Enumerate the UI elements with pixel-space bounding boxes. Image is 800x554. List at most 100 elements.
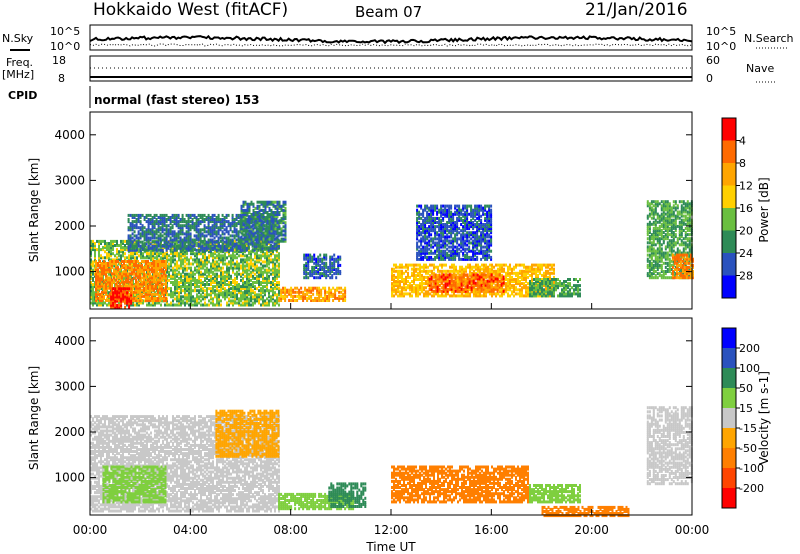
power-cell xyxy=(467,280,469,283)
power-cell xyxy=(407,284,409,288)
power-cell xyxy=(145,228,148,232)
power-cell xyxy=(145,294,147,298)
power-cell xyxy=(108,244,110,247)
power-cell xyxy=(95,284,97,288)
power-cell xyxy=(276,211,279,214)
power-cell xyxy=(136,256,138,260)
power-cell xyxy=(173,236,176,240)
power-cell xyxy=(256,200,259,204)
power-cell xyxy=(298,294,301,298)
power-cell xyxy=(152,258,154,262)
power-cell xyxy=(206,256,208,260)
power-cell xyxy=(258,266,260,270)
power-cell xyxy=(240,206,243,210)
power-cell xyxy=(116,303,119,307)
power-cell xyxy=(163,236,166,240)
power-cell xyxy=(114,301,117,305)
power-cell xyxy=(427,282,429,286)
power-cell xyxy=(270,287,272,291)
power-cell xyxy=(256,252,258,256)
power-cell xyxy=(260,256,262,260)
power-cell xyxy=(266,283,268,286)
power-cell xyxy=(246,260,248,264)
power-cell xyxy=(258,208,261,212)
power-cell xyxy=(266,278,268,282)
power-cell xyxy=(309,272,312,276)
power-cell xyxy=(262,272,264,276)
power-cell xyxy=(157,226,160,230)
power-cell xyxy=(413,273,415,277)
power-cell xyxy=(280,294,283,298)
power-cell xyxy=(278,254,280,258)
power-cell xyxy=(298,292,301,296)
power-cell xyxy=(401,280,403,283)
power-cell xyxy=(218,252,220,256)
power-cell xyxy=(206,283,208,286)
power-cell xyxy=(217,232,220,236)
power-cell xyxy=(188,276,190,280)
power-cell xyxy=(305,272,308,276)
power-cell xyxy=(475,267,477,271)
power-cell xyxy=(138,303,140,307)
noise-left-tick-top: 10^5 xyxy=(50,25,80,38)
power-cell xyxy=(153,268,155,272)
power-cell xyxy=(254,297,256,301)
power-cell xyxy=(170,268,172,272)
power-cell xyxy=(195,220,198,224)
power-cell xyxy=(256,204,259,208)
power-cell xyxy=(130,291,133,295)
power-cell xyxy=(284,227,287,231)
power-cell xyxy=(103,284,105,288)
power-cell xyxy=(178,299,180,303)
power-cell xyxy=(413,265,415,269)
power-cell xyxy=(184,260,186,264)
power-cell xyxy=(250,293,252,297)
power-cell xyxy=(248,235,251,239)
power-cell xyxy=(274,256,276,260)
power-cell xyxy=(145,286,147,290)
power-cell xyxy=(97,280,99,284)
power-cell xyxy=(147,278,149,282)
power-cell xyxy=(153,292,155,296)
power-cell xyxy=(267,240,270,244)
power-cell xyxy=(238,287,240,291)
power-cell xyxy=(401,265,403,269)
power-cell xyxy=(445,263,447,267)
power-cell xyxy=(222,283,224,286)
power-cell xyxy=(242,291,244,295)
power-cell xyxy=(95,274,97,278)
power-cell xyxy=(105,290,107,294)
power-cell xyxy=(224,258,226,262)
power-cell xyxy=(169,220,172,224)
power-cell xyxy=(240,278,242,282)
power-cell xyxy=(229,234,232,238)
power-cell xyxy=(225,236,228,240)
power-cell xyxy=(391,294,393,298)
power-cell xyxy=(176,278,178,282)
power-cell xyxy=(94,242,96,245)
power-cell xyxy=(300,294,303,298)
power-cell xyxy=(190,274,192,278)
power-cell xyxy=(280,217,283,221)
power-cell xyxy=(124,256,126,260)
power-cell xyxy=(143,218,146,221)
power-cell xyxy=(137,274,139,278)
power-cell xyxy=(256,254,258,258)
power-cell xyxy=(206,258,208,262)
power-cell xyxy=(222,258,224,262)
power-cell xyxy=(153,286,155,290)
power-cell xyxy=(246,276,248,280)
power-cell xyxy=(136,258,138,262)
power-cell xyxy=(181,220,184,224)
power-cell xyxy=(282,288,285,292)
power-cell xyxy=(188,274,190,278)
power-cell xyxy=(218,299,220,303)
power-cell xyxy=(215,234,218,238)
power-cell xyxy=(220,256,222,260)
power-cell xyxy=(136,252,138,256)
power-cell xyxy=(145,248,148,252)
power-cell xyxy=(317,268,320,271)
power-cell xyxy=(477,280,479,283)
power-cell xyxy=(264,237,267,241)
power-cell xyxy=(264,293,266,297)
